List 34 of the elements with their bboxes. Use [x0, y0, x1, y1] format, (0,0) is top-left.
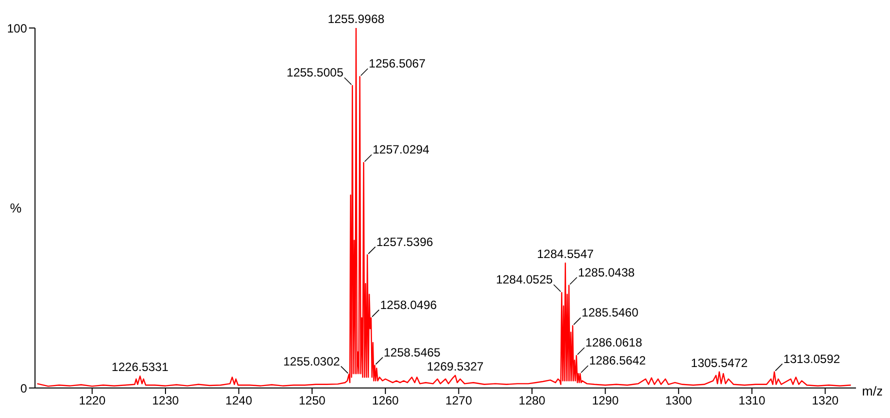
annotation: 1256.5067 [368, 56, 426, 71]
annotation: 1257.0294 [372, 142, 430, 157]
x-tick-label: 1290 [592, 394, 619, 408]
annotation: 1305.5472 [690, 356, 748, 370]
annotation: 1284.0525 [496, 272, 554, 287]
annotation: 1258.0496 [380, 298, 438, 312]
x-tick-label: 1250 [298, 394, 326, 408]
line-series [36, 28, 852, 387]
annotation: 1255.5005 [286, 66, 344, 80]
x-tick-label: 1240 [225, 394, 252, 408]
x-tick-label: 1230 [152, 394, 180, 408]
x-tick-label: 1310 [738, 394, 766, 408]
x-tick-label: 1220 [78, 394, 106, 408]
annotation: 1285.0438 [578, 265, 635, 280]
x-tick-label: 1300 [665, 394, 692, 408]
annotation: 1285.5460 [582, 306, 639, 320]
annotation: 1226.5331 [112, 360, 169, 374]
annotation: 1284.5547 [536, 247, 594, 262]
y-tick-label: 100 [6, 21, 28, 36]
x-axis-title: m/z [862, 384, 883, 399]
annotation: 1258.5465 [384, 345, 441, 360]
y-axis-title: % [10, 200, 22, 216]
x-tick-label: 1320 [812, 394, 839, 408]
annotation: 1313.0592 [783, 352, 840, 366]
annotation: 1286.5642 [589, 354, 646, 368]
y-tick-label: 0 [20, 381, 28, 396]
annotation: 1255.0302 [283, 354, 340, 368]
x-tick-label: 1270 [445, 394, 472, 408]
annotation: 1255.9968 [328, 12, 385, 26]
annotation: 1257.5396 [376, 234, 434, 249]
annotation: 1286.0618 [585, 336, 642, 350]
x-tick-label: 1280 [518, 394, 546, 408]
x-tick-label: 1260 [372, 394, 400, 408]
annotation: 1269.5327 [426, 359, 484, 374]
